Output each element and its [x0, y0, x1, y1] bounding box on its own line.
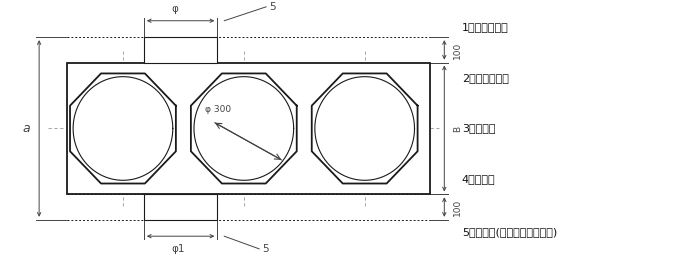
Text: φ: φ [172, 4, 178, 14]
Bar [144, 37, 217, 62]
Text: a: a [22, 122, 30, 135]
Bar [144, 194, 217, 220]
Text: 1、炭纤维滤筒: 1、炭纤维滤筒 [462, 22, 508, 32]
Text: 100: 100 [453, 41, 462, 59]
Bar [67, 62, 430, 194]
Text: 100: 100 [453, 198, 462, 216]
Text: 5: 5 [270, 2, 276, 12]
Text: 3、排气口: 3、排气口 [462, 123, 496, 133]
Text: 5、检修孔(带有机玻璃钑视镜): 5、检修孔(带有机玻璃钑视镜) [462, 227, 557, 237]
Text: B: B [453, 125, 462, 132]
Text: 4、进气口: 4、进气口 [462, 174, 496, 184]
Text: φ1: φ1 [172, 244, 186, 254]
Text: φ 300: φ 300 [205, 105, 231, 114]
Text: 2、净化器本体: 2、净化器本体 [462, 73, 509, 83]
Text: 5: 5 [262, 244, 270, 254]
